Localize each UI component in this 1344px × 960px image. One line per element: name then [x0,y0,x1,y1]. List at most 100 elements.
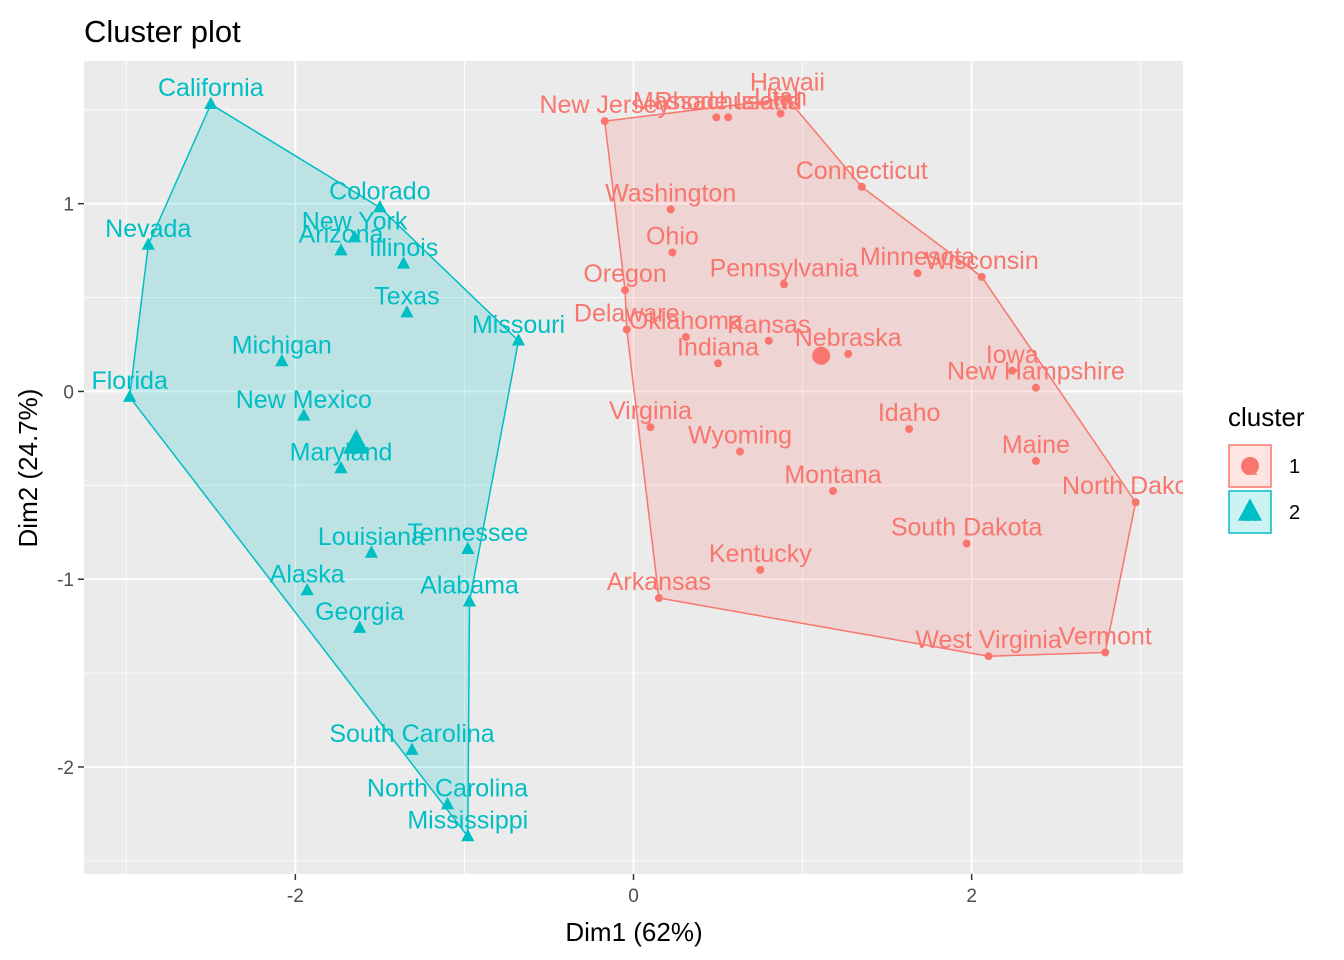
x-axis-title: Dim1 (62%) [565,917,702,947]
x-tick-label: 2 [966,886,977,907]
point-indiana [714,359,723,368]
cluster-2-hull [128,103,520,839]
label-missouri: Missouri [472,311,565,339]
label-wyoming: Wyoming [688,422,792,450]
point-connecticut [857,182,866,191]
label-new-jersey: New Jersey [539,91,670,119]
label-california: California [158,74,264,102]
y-tick-label: 1 [63,195,74,216]
point-massachusetts [712,113,721,122]
point-oregon [621,286,630,295]
point-nebraska [844,349,853,358]
label-nevada: Nevada [105,215,191,243]
label-north-dakota: North Dakota [1062,472,1209,500]
legend-key-letter-2: a [1243,499,1257,527]
x-tick-label: 0 [628,886,639,907]
label-indiana: Indiana [677,333,759,361]
legend-key-symbol-1 [1241,457,1259,475]
label-tennessee: Tennessee [407,519,528,547]
label-florida: Florida [91,367,168,395]
label-arizona: Arizona [299,221,384,249]
point-new-jersey [600,117,609,126]
label-maine: Maine [1002,431,1070,459]
label-minnesota: Minnesota [860,243,975,271]
y-tick-label: -1 [57,570,74,591]
point-alabama [462,594,477,607]
label-rhode-island: Rhode Island [655,87,802,115]
label-iowa: Iowa [986,341,1039,369]
label-maryland: Maryland [290,438,393,466]
point-idaho [905,425,914,434]
point-minnesota [913,269,922,278]
legend-title: cluster [1228,402,1305,432]
point-iowa [1008,366,1017,375]
point-west-virginia [984,652,993,661]
point-wisconsin [977,272,986,281]
point-georgia [352,620,367,633]
point-north-carolina [440,797,455,810]
legend-label-1: 1 [1289,456,1300,478]
label-massachusetts: Massachusetts [633,87,800,115]
label-ohio: Ohio [646,223,699,251]
label-utah: Utah [754,84,807,112]
point-south-carolina [405,742,419,755]
point-oklahoma [681,333,690,342]
label-delaware: Delaware [574,299,680,327]
point-hawaii [783,94,792,103]
label-virginia: Virginia [609,397,692,425]
point-utah [776,109,785,118]
legend-key-symbol-2 [1237,498,1263,521]
point-rhode-island [724,113,733,122]
x-tick-label: -2 [287,886,304,907]
label-arkansas: Arkansas [607,568,711,596]
point-colorado [373,199,387,213]
label-louisiana: Louisiana [318,523,425,551]
point-mississippi [461,828,475,842]
label-south-carolina: South Carolina [329,720,494,748]
data-points [123,94,1140,842]
legend-key-letter-1: a [1243,453,1257,481]
label-oklahoma: Oklahoma [629,307,743,335]
point-ohio [668,248,677,257]
point-south-dakota [962,539,971,548]
point-california [204,96,218,109]
chart-title: Cluster plot [84,14,241,49]
point-montana [829,486,838,495]
point-washington [666,205,675,214]
point-virginia [646,423,655,432]
label-montana: Montana [784,461,881,489]
label-kentucky: Kentucky [709,540,812,568]
label-new-mexico: New Mexico [236,386,372,414]
label-hawaii: Hawaii [750,69,825,97]
legend-label-2: 2 [1289,502,1300,524]
point-kansas [764,336,773,345]
point-new-mexico [297,408,311,421]
point-pennsylvania [779,280,788,289]
label-new-york: New York [302,207,408,235]
point-louisiana [364,545,379,558]
y-tick-label: 0 [63,382,74,403]
label-colorado: Colorado [329,177,430,205]
point-alaska [300,582,314,596]
point-maine [1031,456,1040,465]
label-west-virginia: West Virginia [915,626,1061,654]
label-georgia: Georgia [315,598,404,626]
label-new-hampshire: New Hampshire [947,358,1125,386]
label-vermont: Vermont [1059,622,1152,650]
point-new-york [347,229,362,243]
label-idaho: Idaho [878,399,941,427]
label-mississippi: Mississippi [407,806,528,834]
label-michigan: Michigan [232,331,332,359]
cluster-hulls [128,97,1137,839]
point-arizona [334,243,348,256]
point-north-dakota [1131,498,1140,507]
cluster-2-center [343,428,370,454]
label-nebraska: Nebraska [795,324,902,352]
point-illinois [396,256,411,269]
label-pennsylvania: Pennsylvania [710,254,859,282]
y-axis-title: Dim2 (24.7%) [13,389,43,548]
point-kentucky [756,565,765,574]
label-alabama: Alabama [420,572,519,600]
